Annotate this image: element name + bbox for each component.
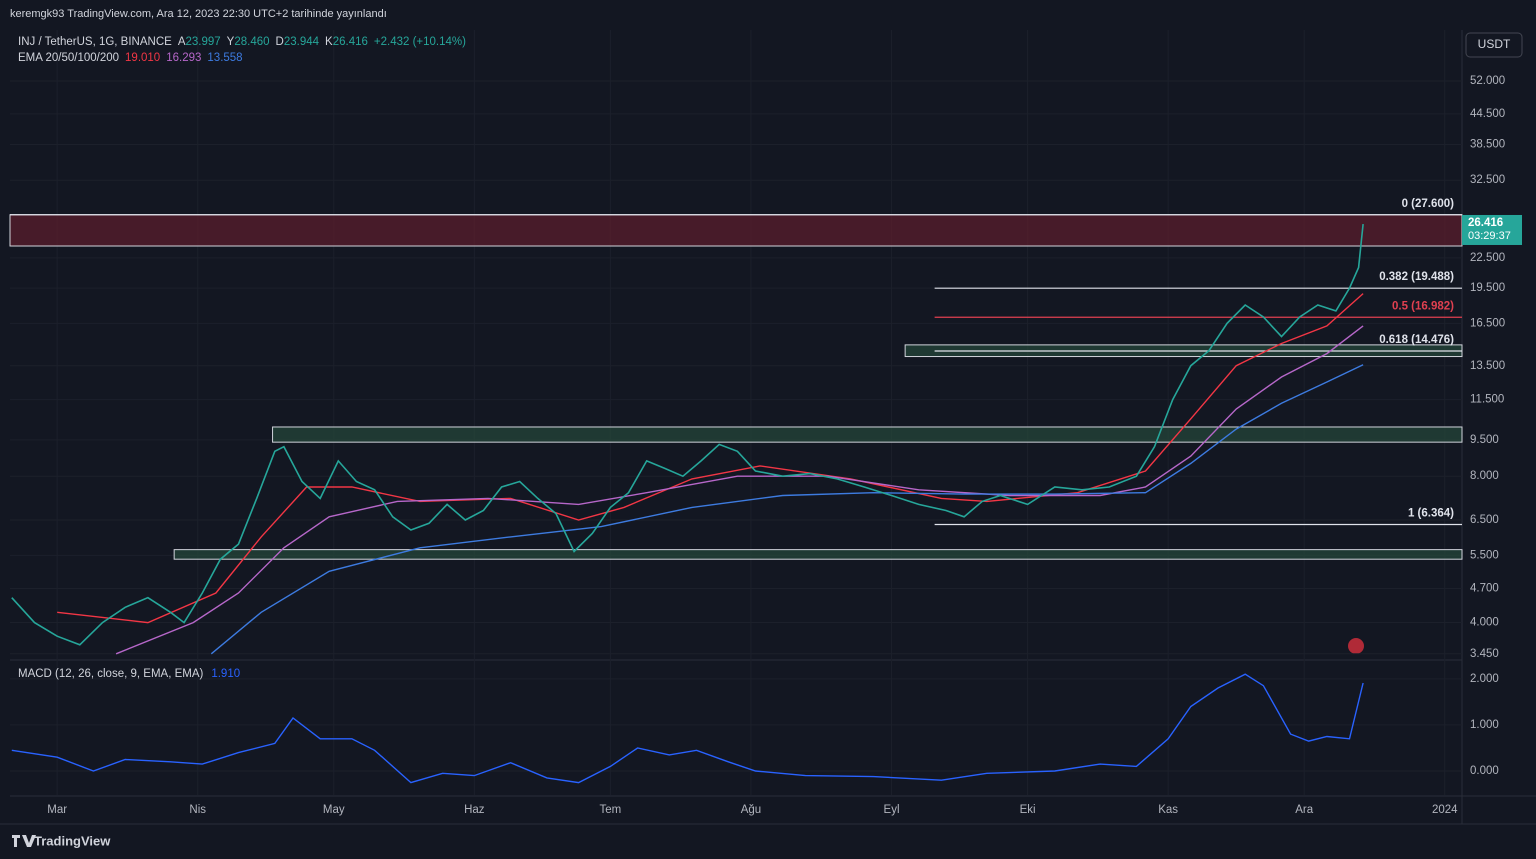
macd-line [11,673,1364,784]
x-tick-label: Haz [464,804,485,816]
x-tick-label: May [323,804,345,816]
ohlc-value: 23.944 [284,36,320,48]
x-tick-label: Ara [1295,804,1314,816]
macd-tick-label: 1.000 [1470,719,1499,731]
change: +2.432 (+10.14%) [374,36,466,48]
x-tick-label: Tem [600,804,622,816]
x-tick-label: Eki [1020,804,1036,816]
footer-brand: TradingView [34,833,111,848]
y-tick-label: 38.500 [1470,138,1505,150]
last-price-box [1462,214,1522,245]
x-tick-label: Mar [47,804,67,816]
symbol-legend: INJ / TetherUS, 1G, BINANCE A23.997 Y28.46… [18,36,466,48]
x-tick-label: 2024 [1432,804,1458,816]
y-tick-label: 3.450 [1470,648,1499,660]
fib-label: 0.382 (19.488) [1379,271,1454,283]
y-tick-label: 4.700 [1470,583,1499,595]
fib-label: 1 (6.364) [1408,508,1454,520]
ema-line [210,364,1364,655]
ema-line [57,293,1364,624]
y-tick-label: 52.000 [1470,75,1505,87]
ohlc-value: 26.416 [333,36,368,48]
ema-label: EMA 20/50/100/200 [18,52,119,64]
y-tick-label: 9.500 [1470,434,1499,446]
ohlc-key: A [178,36,186,48]
x-tick-label: Kas [1158,804,1178,816]
macd-tick-label: 0.000 [1470,765,1499,777]
y-tick-label: 22.500 [1470,252,1505,264]
ema-value: 16.293 [166,52,201,64]
ohlc-key: Y [227,36,235,48]
zone [272,426,1463,443]
y-tick-label: 8.000 [1470,470,1499,482]
zone [9,214,1463,247]
publish-info: keremgk93 TradingView.com, Ara 12, 2023 … [10,8,387,20]
ohlc-value: 28.460 [234,36,269,48]
fib-label: 0 (27.600) [1402,198,1455,210]
macd-label: MACD (12, 26, close, 9, EMA, EMA) [18,668,204,680]
macd-tick-label: 2.000 [1470,673,1499,685]
y-tick-label: 4.000 [1470,617,1499,629]
macd-value: 1.910 [211,668,240,680]
ohlc-key: K [325,36,333,48]
currency-label[interactable]: USDT [1478,37,1511,51]
ema-value: 19.010 [125,52,160,64]
y-tick-label: 32.500 [1470,174,1505,186]
ema-value: 13.558 [207,52,242,64]
y-tick-label: 5.500 [1470,549,1499,561]
ohlc-value: 23.997 [185,36,220,48]
ohlc-key: D [276,36,284,48]
x-tick-label: Nis [189,804,206,816]
event-icon[interactable] [1348,638,1364,654]
ema-legend: EMA 20/50/100/200 19.010 16.293 13.558 [18,52,243,64]
zone [173,549,1463,560]
x-tick-label: Eyl [884,804,900,816]
y-tick-label: 44.500 [1470,108,1505,120]
y-tick-label: 6.500 [1470,514,1499,526]
logo [12,835,36,847]
x-tick-label: Ağu [741,804,761,816]
y-tick-label: 16.500 [1470,317,1505,329]
countdown: 03:29:37 [1468,230,1511,242]
fib-label: 0.618 (14.476) [1379,334,1454,346]
macd-legend: MACD (12, 26, close, 9, EMA, EMA) 1.910 [18,668,240,680]
y-tick-label: 19.500 [1470,282,1505,294]
currency-button[interactable] [1465,32,1523,58]
y-tick-label: 11.500 [1470,394,1504,406]
fib-label: 0.5 (16.982) [1392,300,1454,312]
symbol: INJ / TetherUS, 1G, BINANCE [18,36,172,48]
y-tick-label: 13.500 [1470,360,1505,372]
price-line [11,224,1364,646]
last-price: 26.416 [1468,217,1503,229]
